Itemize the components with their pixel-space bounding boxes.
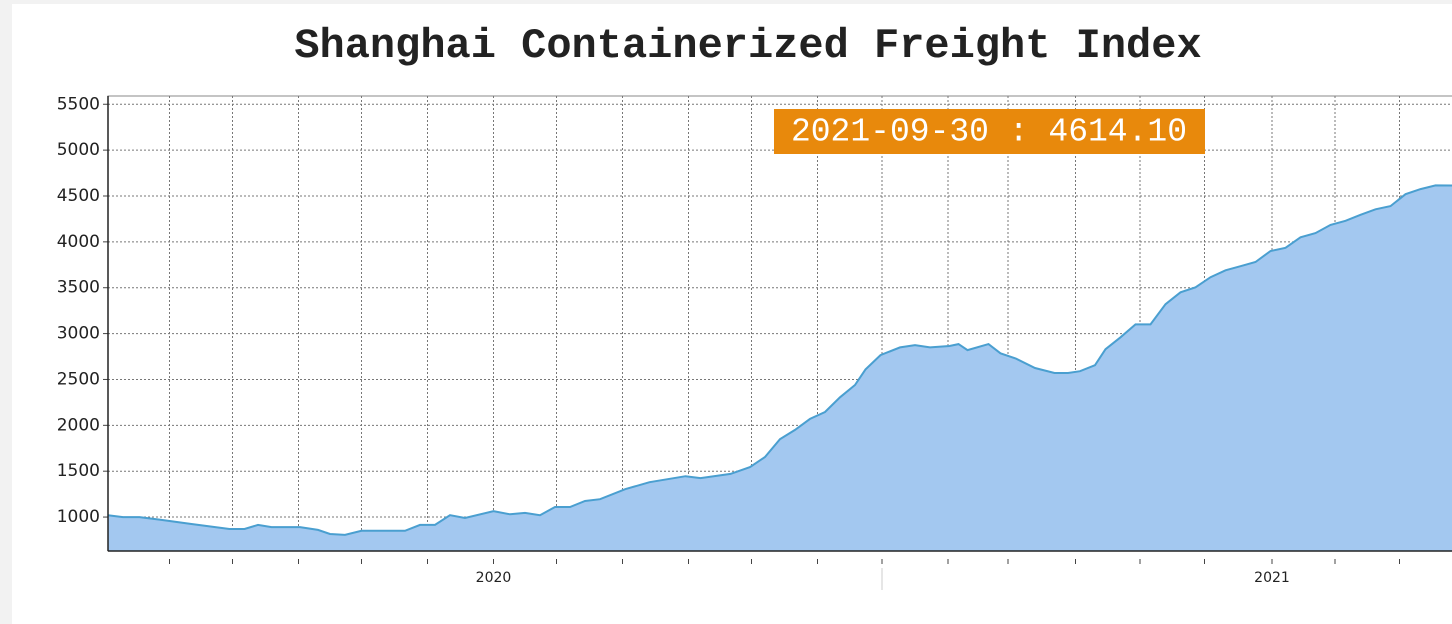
area-line xyxy=(107,184,1452,536)
x-tick-label: 2020 xyxy=(476,570,512,586)
x-tick-label: 2021 xyxy=(1254,570,1290,586)
chart-title: Shanghai Containerized Freight Index xyxy=(294,22,1201,70)
y-tick-label: 1000 xyxy=(57,507,100,527)
y-tick-label: 3000 xyxy=(57,324,100,344)
y-tick-label: 3500 xyxy=(57,278,100,298)
y-tick-label: 4500 xyxy=(57,186,100,206)
y-tick-label: 2500 xyxy=(57,369,100,389)
annotation-box xyxy=(774,109,1205,154)
y-tick-label: 2000 xyxy=(57,415,100,435)
area-fill xyxy=(108,185,1452,551)
y-tick-label: 5500 xyxy=(57,94,100,114)
y-tick-label: 4000 xyxy=(57,232,100,252)
annotation: 2021-09-30 : 4614.10 xyxy=(791,114,1187,151)
y-tick-label: 1500 xyxy=(57,461,100,481)
y-tick-label: 5000 xyxy=(57,140,100,160)
